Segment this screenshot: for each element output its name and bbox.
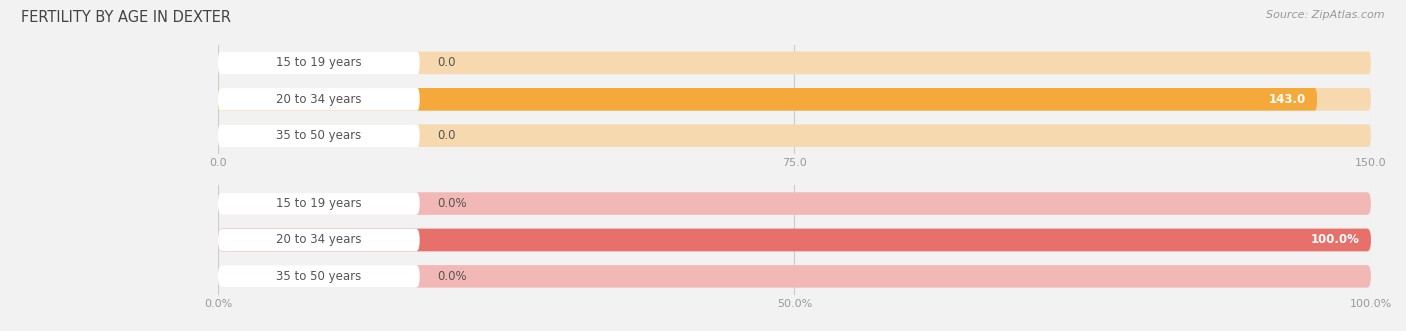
- FancyBboxPatch shape: [218, 229, 420, 251]
- FancyBboxPatch shape: [218, 88, 1317, 111]
- FancyBboxPatch shape: [218, 88, 1371, 111]
- Text: 100.0%: 100.0%: [1310, 233, 1360, 247]
- Text: 0.0%: 0.0%: [437, 270, 467, 283]
- Text: 35 to 50 years: 35 to 50 years: [276, 129, 361, 142]
- FancyBboxPatch shape: [218, 265, 420, 288]
- Text: 143.0: 143.0: [1268, 93, 1306, 106]
- Text: 0.0%: 0.0%: [437, 197, 467, 210]
- FancyBboxPatch shape: [218, 124, 1371, 147]
- FancyBboxPatch shape: [218, 229, 1371, 251]
- Text: 15 to 19 years: 15 to 19 years: [276, 56, 361, 70]
- Text: 20 to 34 years: 20 to 34 years: [276, 233, 361, 247]
- FancyBboxPatch shape: [218, 229, 1371, 251]
- Text: 0.0: 0.0: [437, 56, 456, 70]
- FancyBboxPatch shape: [218, 192, 1371, 215]
- Text: 35 to 50 years: 35 to 50 years: [276, 270, 361, 283]
- FancyBboxPatch shape: [218, 52, 1371, 74]
- FancyBboxPatch shape: [218, 52, 419, 74]
- FancyBboxPatch shape: [218, 124, 419, 147]
- FancyBboxPatch shape: [218, 88, 419, 111]
- Text: Source: ZipAtlas.com: Source: ZipAtlas.com: [1267, 10, 1385, 20]
- Text: 0.0: 0.0: [437, 129, 456, 142]
- FancyBboxPatch shape: [218, 192, 420, 215]
- Text: 15 to 19 years: 15 to 19 years: [276, 197, 361, 210]
- Text: FERTILITY BY AGE IN DEXTER: FERTILITY BY AGE IN DEXTER: [21, 10, 231, 25]
- Text: 20 to 34 years: 20 to 34 years: [276, 93, 361, 106]
- FancyBboxPatch shape: [218, 265, 1371, 288]
